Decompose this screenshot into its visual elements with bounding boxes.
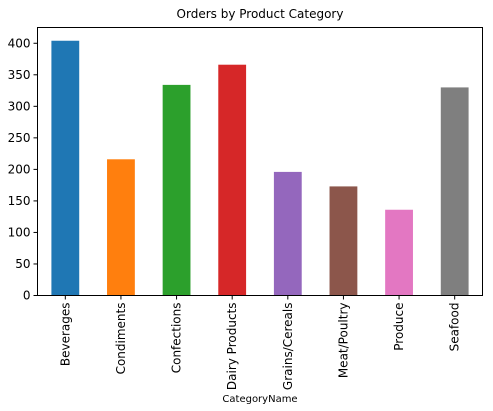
bar-condiments <box>107 159 135 296</box>
bar-dairy-products <box>218 64 247 296</box>
bar-meat-poultry <box>329 186 358 296</box>
x-tick-label: Produce <box>392 303 406 351</box>
y-tick-label: 100 <box>8 225 31 239</box>
x-axis: Beverages Condiments Confections Dairy Prod… <box>58 295 462 391</box>
bar-seafood <box>440 87 469 296</box>
y-tick-label: 200 <box>8 162 31 176</box>
y-axis: 0 50 100 150 200 250 300 350 400 <box>8 36 38 303</box>
x-tick-label: Condiments <box>114 303 128 375</box>
x-axis-label: CategoryName <box>222 394 297 405</box>
y-tick-label: 150 <box>8 194 31 208</box>
y-tick-label: 300 <box>8 99 31 113</box>
bar-beverages <box>51 40 80 296</box>
x-tick-label: Confections <box>170 303 184 374</box>
x-tick-label: Beverages <box>58 303 72 367</box>
y-tick-label: 50 <box>15 257 30 271</box>
bar-confections <box>162 84 191 296</box>
bar-produce <box>385 209 413 296</box>
plot-frame <box>37 27 483 296</box>
x-tick-label: Meat/Poultry <box>336 303 350 379</box>
y-tick-label: 350 <box>8 68 31 82</box>
bar-grains-cereals <box>273 171 302 296</box>
chart-title: Orders by Product Category <box>177 7 344 21</box>
y-tick-label: 400 <box>8 36 31 50</box>
x-tick-label: Dairy Products <box>225 303 239 391</box>
x-tick-label: Grains/Cereals <box>281 303 295 391</box>
y-tick-label: 0 <box>23 289 31 303</box>
plot-area: 0 50 100 150 200 250 300 350 400 Beverages Condim… <box>8 27 483 391</box>
y-tick-label: 250 <box>8 131 31 145</box>
x-tick-label: Seafood <box>448 303 462 352</box>
bars-group <box>51 40 469 296</box>
